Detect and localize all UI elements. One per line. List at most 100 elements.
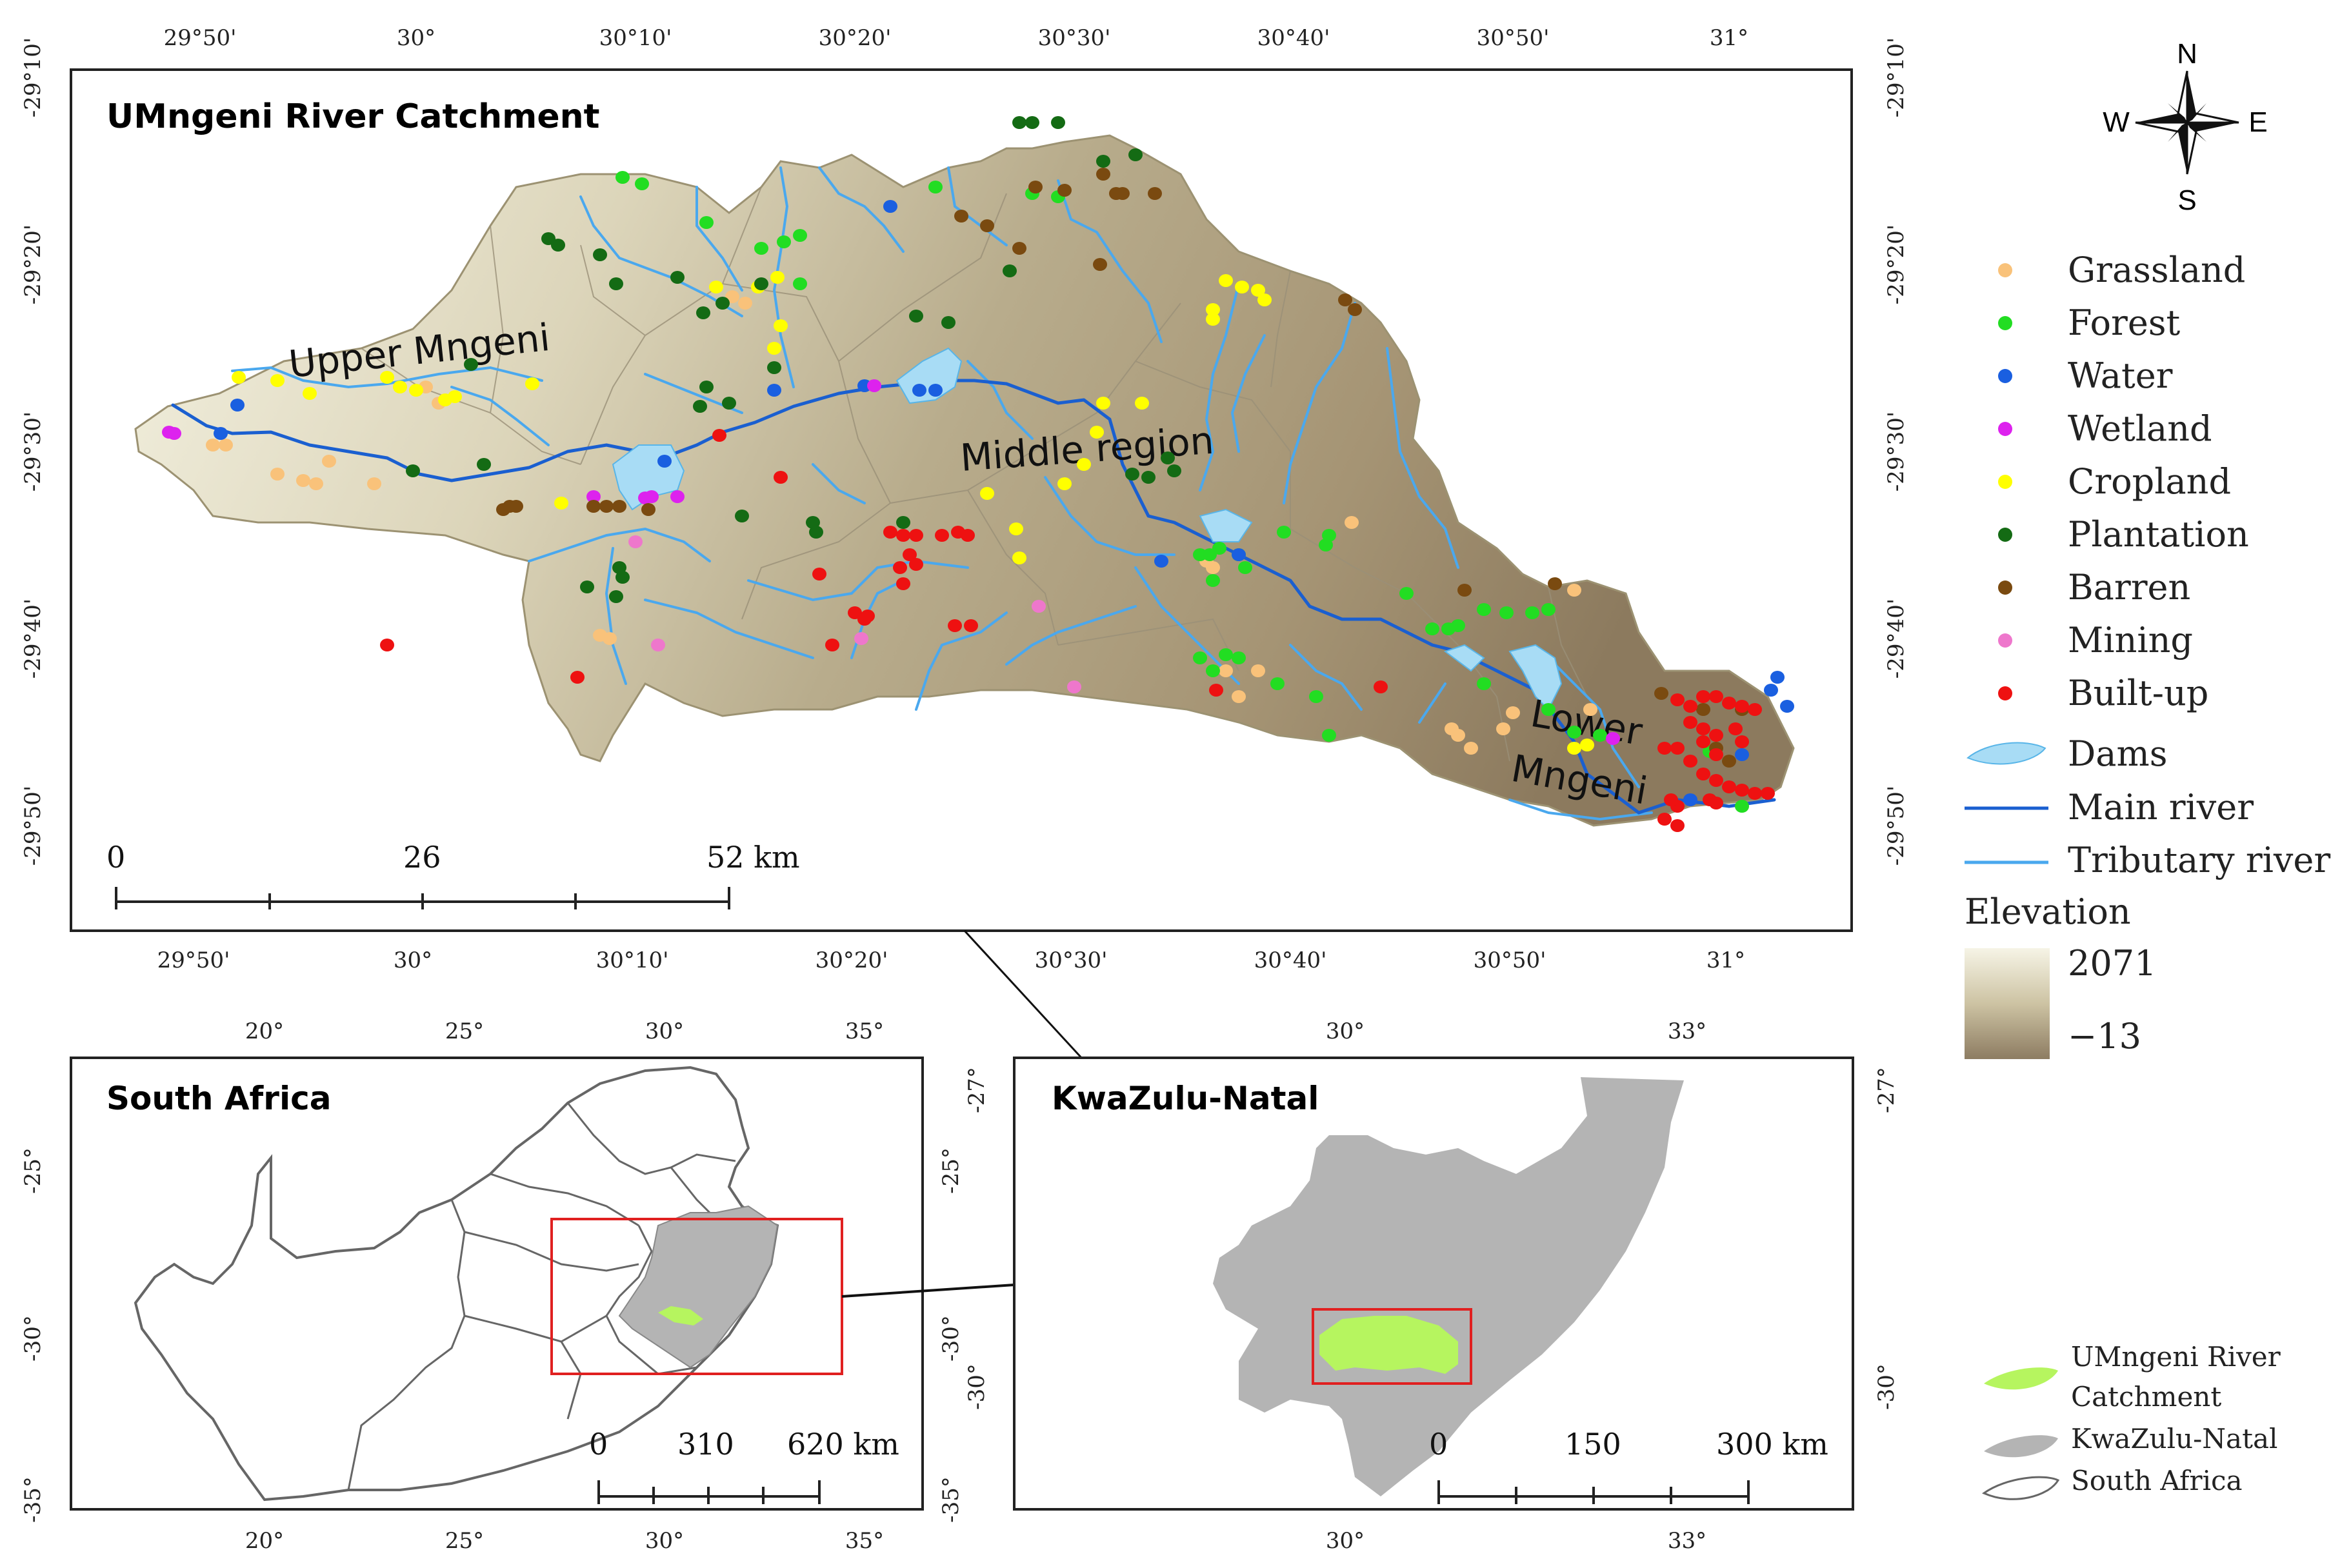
main-left-tick: -29°50': [20, 786, 46, 866]
sample-point-mining: [651, 639, 665, 651]
kzn-left-tick: -30°: [964, 1364, 990, 1410]
sample-point-forest: [1309, 690, 1323, 703]
sample-point-forest: [1451, 619, 1465, 632]
sample-point-grassland: [206, 439, 220, 452]
sample-point-forest: [1270, 677, 1285, 690]
sample-point-grassland: [738, 297, 752, 310]
sample-point-built-up: [896, 529, 910, 542]
sample-point-plantation: [1128, 148, 1143, 161]
sample-point-built-up: [712, 429, 726, 442]
sample-point-built-up: [380, 639, 394, 651]
sample-point-plantation: [615, 571, 630, 584]
legend-swatch-built-up: [1998, 686, 2012, 700]
legend-label-forest: Forest: [2068, 303, 2181, 343]
main-left-tick: -29°30': [20, 412, 46, 491]
sample-point-built-up: [1374, 680, 1388, 693]
bottom-legend-kzn: KwaZulu-Natal: [2071, 1423, 2277, 1454]
sample-point-built-up: [935, 529, 949, 542]
sample-point-built-up: [1761, 787, 1775, 800]
sample-point-barren: [1057, 184, 1072, 197]
sample-point-cropland: [767, 342, 781, 355]
sample-point-forest: [1322, 529, 1336, 542]
sample-point-cropland: [270, 374, 285, 387]
sample-point-grassland: [1345, 516, 1359, 529]
sample-point-wetland: [167, 427, 181, 440]
sample-point-cropland: [1135, 397, 1149, 410]
legend-elevation-min: −13: [2068, 1016, 2141, 1057]
sample-point-cropland: [1077, 458, 1091, 471]
sample-point-plantation: [735, 510, 749, 522]
sample-point-water: [230, 399, 245, 412]
main-scale-label-52: 52 km: [706, 840, 800, 875]
sample-point-built-up: [1709, 729, 1723, 742]
sample-point-built-up: [1657, 742, 1672, 755]
sample-point-cropland: [1251, 284, 1265, 297]
sample-point-cropland: [980, 487, 994, 500]
sample-point-built-up: [883, 526, 897, 539]
bottom-legend: UMngeni River Catchment KwaZulu-Natal So…: [1981, 1341, 2281, 1500]
sample-point-forest: [1541, 703, 1556, 716]
sample-point-barren: [1457, 584, 1472, 597]
sample-point-plantation: [941, 316, 955, 329]
sample-point-forest: [615, 171, 630, 184]
legend-label-cropland: Cropland: [2068, 461, 2231, 502]
sample-point-built-up: [1209, 684, 1223, 697]
sample-point-cropland: [709, 281, 723, 293]
sample-point-built-up: [1709, 748, 1723, 761]
inset-kwazulu-natal: KwaZulu-Natal 0 150 300 km 30° 33° 30° 3…: [964, 1018, 1899, 1554]
sample-point-built-up: [1683, 755, 1697, 768]
legend-label-built-up: Built-up: [2068, 673, 2208, 713]
main-right-tick: -29°20': [1883, 224, 1909, 304]
sample-point-built-up: [903, 548, 917, 561]
legend-swatch-grassland: [1998, 263, 2012, 277]
sample-point-forest: [1219, 648, 1233, 661]
sample-point-barren: [1548, 577, 1562, 590]
sample-point-built-up: [1696, 735, 1710, 748]
sample-point-forest: [1206, 574, 1220, 587]
sample-point-grassland: [1583, 703, 1597, 716]
sample-point-forest: [777, 235, 791, 248]
legend-elevation-title: Elevation: [1965, 891, 2131, 932]
sample-point-grassland: [219, 439, 233, 452]
connector-sa-kzn: [841, 1284, 1015, 1298]
sample-point-barren: [1093, 258, 1107, 271]
sample-point-built-up: [964, 619, 978, 632]
sample-point-plantation: [1125, 468, 1139, 481]
compass-s: S: [2177, 184, 2196, 216]
sample-point-water: [1683, 793, 1697, 806]
sample-point-built-up: [1735, 735, 1749, 748]
legend-dams-label: Dams: [2068, 733, 2167, 774]
sample-point-built-up: [1670, 819, 1685, 832]
sample-point-forest: [1499, 606, 1514, 619]
sample-point-forest: [1319, 539, 1333, 551]
sample-point-forest: [1593, 729, 1607, 742]
sample-point-plantation: [609, 277, 623, 290]
kzn-scale-300: 300 km: [1716, 1427, 1828, 1462]
sample-point-water: [1764, 684, 1778, 697]
main-bottom-tick: 31°: [1706, 948, 1745, 973]
legend: Grassland Forest Water Wetland Cropland Plant…: [1998, 250, 2249, 713]
sample-point-cropland: [1567, 742, 1581, 755]
sample-point-plantation: [806, 516, 820, 529]
sample-point-water: [928, 384, 943, 397]
sample-point-barren: [980, 219, 994, 232]
sample-point-plantation: [809, 526, 823, 539]
main-bottom-tick: 30°30': [1035, 948, 1108, 973]
legend-elevation-max: 2071: [2068, 943, 2156, 984]
sample-point-grassland: [1496, 722, 1510, 735]
sample-point-built-up: [1728, 722, 1743, 735]
main-bottom-tick: 30°10': [596, 948, 669, 973]
dam-5: [1443, 644, 1485, 672]
sample-point-grassland: [367, 477, 381, 490]
sample-point-water: [1780, 700, 1794, 713]
dam-3: [1199, 508, 1253, 542]
sample-point-cropland: [1206, 313, 1220, 326]
kzn-bottom-tick: 33°: [1668, 1528, 1706, 1554]
main-right-tick: -29°30': [1883, 412, 1909, 491]
kzn-catchment: [1319, 1316, 1458, 1374]
elevation-ramp: [1965, 948, 2050, 1059]
sa-right-tick: -30°: [938, 1315, 964, 1362]
sample-point-cropland: [380, 371, 394, 384]
sample-point-barren: [1115, 187, 1130, 200]
bottom-legend-kzn-swatch: [1984, 1435, 2058, 1458]
